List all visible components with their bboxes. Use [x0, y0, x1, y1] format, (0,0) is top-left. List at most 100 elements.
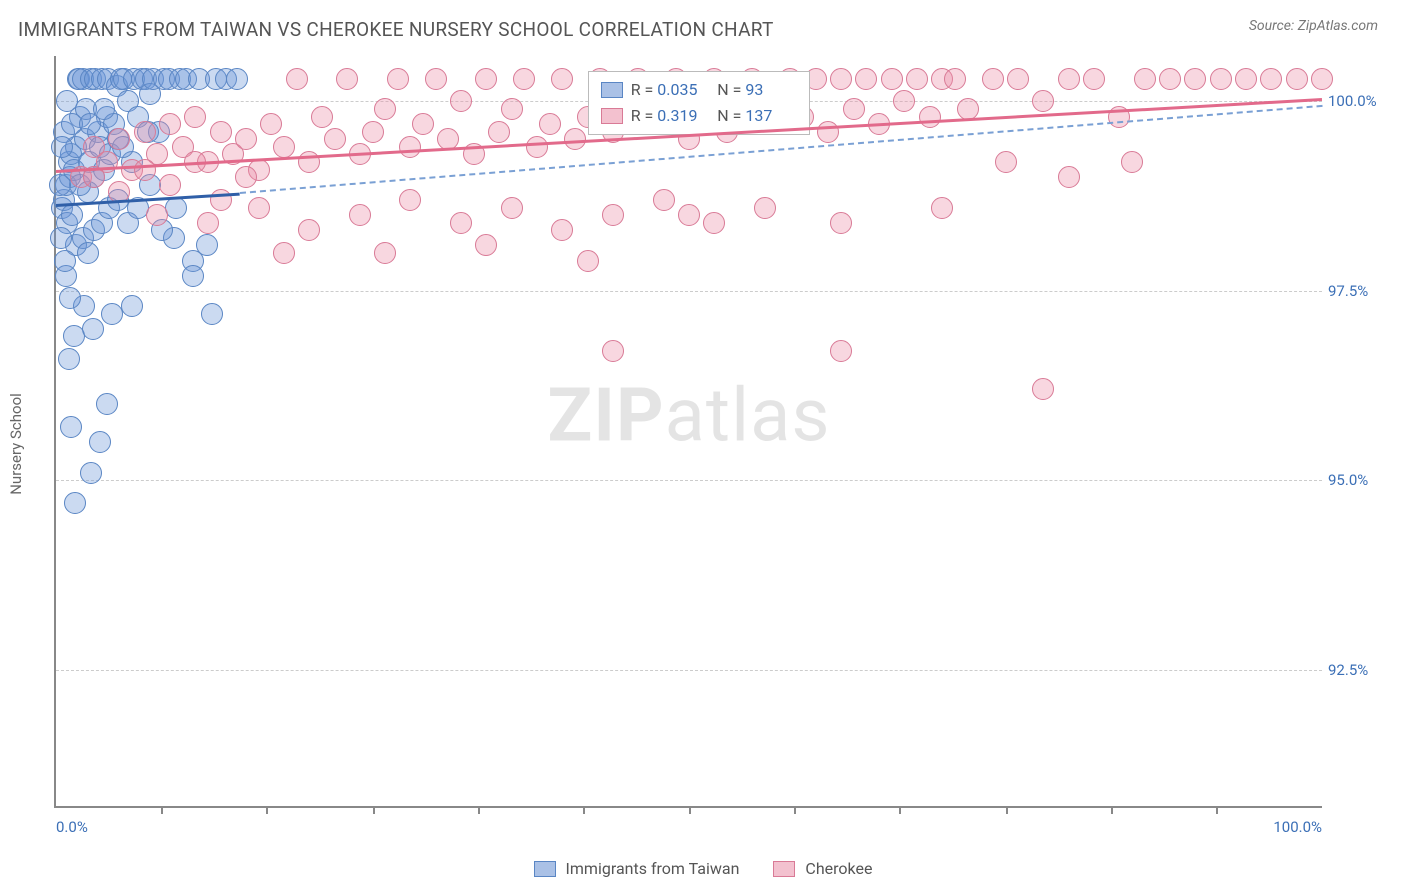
data-point-taiwan: [89, 431, 111, 453]
data-point-taiwan: [80, 462, 102, 484]
data-point-cherokee: [134, 121, 156, 143]
data-point-taiwan: [59, 287, 81, 309]
data-point-cherokee: [602, 340, 624, 362]
x-tick-label: 0.0%: [56, 818, 88, 836]
data-point-cherokee: [298, 219, 320, 241]
data-point-cherokee: [602, 204, 624, 226]
y-tick-label: 92.5%: [1328, 661, 1388, 679]
data-point-cherokee: [830, 212, 852, 234]
data-point-cherokee: [1032, 90, 1054, 112]
data-point-cherokee: [349, 204, 371, 226]
bottom-legend: Immigrants from Taiwan Cherokee: [0, 859, 1406, 878]
x-tick: [689, 806, 691, 814]
chart-title: IMMIGRANTS FROM TAIWAN VS CHEROKEE NURSE…: [18, 18, 774, 41]
x-tick: [583, 806, 585, 814]
data-point-cherokee: [235, 128, 257, 150]
stats-legend-row: R = 0.035 N = 93: [601, 77, 798, 103]
legend-label: Immigrants from Taiwan: [566, 859, 740, 878]
data-point-cherokee: [324, 128, 346, 150]
data-point-taiwan: [226, 68, 248, 90]
data-point-cherokee: [1121, 151, 1143, 173]
data-point-cherokee: [387, 68, 409, 90]
data-point-cherokee: [399, 136, 421, 158]
data-point-cherokee: [830, 68, 852, 90]
data-point-cherokee: [197, 212, 219, 234]
legend-item-cherokee: Cherokee: [773, 859, 872, 878]
data-point-cherokee: [1007, 68, 1029, 90]
data-point-cherokee: [1311, 68, 1333, 90]
data-point-cherokee: [1159, 68, 1181, 90]
gridline: [56, 480, 1322, 481]
gridline: [56, 291, 1322, 292]
data-point-cherokee: [273, 242, 295, 264]
data-point-cherokee: [488, 121, 510, 143]
y-tick-label: 95.0%: [1328, 471, 1388, 489]
data-point-cherokee: [210, 121, 232, 143]
stats-legend-row: R = 0.319 N = 137: [601, 103, 798, 129]
data-point-cherokee: [134, 159, 156, 181]
data-point-cherokee: [1184, 68, 1206, 90]
data-point-cherokee: [501, 197, 523, 219]
data-point-taiwan: [49, 174, 71, 196]
data-point-cherokee: [526, 136, 548, 158]
data-point-cherokee: [450, 90, 472, 112]
data-point-cherokee: [1058, 166, 1080, 188]
x-tick: [1216, 806, 1218, 814]
data-point-cherokee: [425, 68, 447, 90]
data-point-taiwan: [121, 295, 143, 317]
data-point-taiwan: [82, 318, 104, 340]
data-point-taiwan: [64, 492, 86, 514]
data-point-taiwan: [101, 303, 123, 325]
data-point-cherokee: [286, 68, 308, 90]
data-point-cherokee: [311, 106, 333, 128]
data-point-taiwan: [201, 303, 223, 325]
data-point-cherokee: [995, 151, 1017, 173]
chart-container: Nursery School ZIPatlas 100.0%97.5%95.0%…: [32, 56, 1394, 832]
data-point-cherokee: [855, 68, 877, 90]
data-point-cherokee: [513, 68, 535, 90]
data-point-cherokee: [653, 189, 675, 211]
data-point-cherokee: [1210, 68, 1232, 90]
data-point-cherokee: [1083, 68, 1105, 90]
data-point-cherokee: [336, 68, 358, 90]
x-tick: [266, 806, 268, 814]
data-point-taiwan: [54, 250, 76, 272]
legend-swatch: [773, 861, 795, 877]
y-tick-label: 97.5%: [1328, 282, 1388, 300]
data-point-taiwan: [182, 265, 204, 287]
data-point-cherokee: [1235, 68, 1257, 90]
data-point-cherokee: [931, 197, 953, 219]
data-point-cherokee: [248, 197, 270, 219]
data-point-cherokee: [184, 106, 206, 128]
data-point-cherokee: [399, 189, 421, 211]
data-point-taiwan: [96, 393, 118, 415]
data-point-cherokee: [273, 136, 295, 158]
data-point-taiwan: [58, 348, 80, 370]
legend-text: R = 0.319 N = 137: [631, 103, 798, 129]
data-point-taiwan: [61, 204, 83, 226]
data-point-cherokee: [1058, 68, 1080, 90]
data-point-taiwan: [51, 136, 73, 158]
legend-label: Cherokee: [805, 859, 872, 878]
data-point-cherokee: [412, 113, 434, 135]
y-axis-label: Nursery School: [7, 393, 25, 495]
data-point-cherokee: [374, 242, 396, 264]
data-point-cherokee: [539, 113, 561, 135]
data-point-cherokee: [159, 113, 181, 135]
data-point-cherokee: [1260, 68, 1282, 90]
legend-swatch: [534, 861, 556, 877]
stats-legend: R = 0.035 N = 93R = 0.319 N = 137: [588, 71, 811, 135]
data-point-taiwan: [50, 227, 72, 249]
data-point-cherokee: [919, 106, 941, 128]
data-point-cherokee: [1286, 68, 1308, 90]
data-point-cherokee: [893, 90, 915, 112]
data-point-cherokee: [1032, 378, 1054, 400]
data-point-cherokee: [260, 113, 282, 135]
data-point-cherokee: [374, 98, 396, 120]
x-tick: [478, 806, 480, 814]
data-point-cherokee: [703, 212, 725, 234]
data-point-cherokee: [551, 219, 573, 241]
data-point-cherokee: [944, 68, 966, 90]
data-point-cherokee: [146, 204, 168, 226]
source-label: Source: ZipAtlas.com: [1249, 18, 1378, 34]
